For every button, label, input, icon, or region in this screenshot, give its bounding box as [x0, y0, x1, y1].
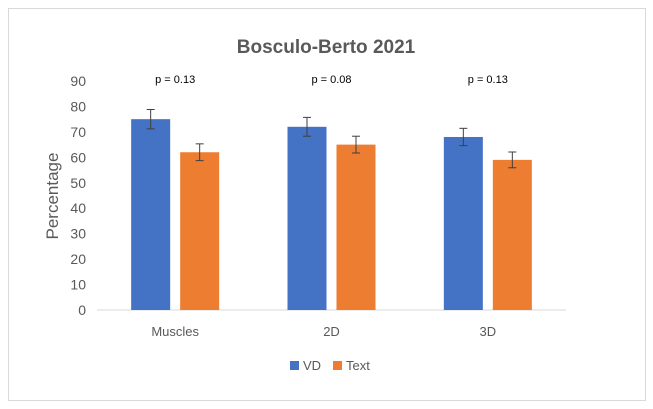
y-tick-label: 30 — [70, 226, 86, 242]
x-tick-label: 2D — [323, 324, 340, 339]
p-value-annotation: p = 0.08 — [311, 74, 351, 86]
bar-vd — [287, 126, 327, 310]
y-tick-label: 20 — [70, 251, 86, 267]
y-axis-label: Percentage — [43, 153, 62, 240]
y-tick-label: 80 — [70, 98, 86, 114]
legend-swatch-vd — [290, 361, 299, 370]
chart-frame — [8, 8, 646, 401]
bar-text — [336, 144, 376, 310]
bar-text — [492, 159, 532, 310]
chart-title: Bosculo-Berto 2021 — [237, 37, 416, 58]
y-tick-label: 60 — [70, 149, 86, 165]
legend-label: VD — [303, 358, 321, 373]
p-value-annotation: p = 0.13 — [155, 74, 195, 86]
x-tick-label: Muscles — [151, 324, 199, 339]
y-tick-label: 90 — [70, 73, 86, 89]
legend-label: Text — [346, 358, 370, 373]
x-tick-label: 3D — [480, 324, 497, 339]
y-tick-label: 70 — [70, 124, 86, 140]
y-tick-label: 40 — [70, 200, 86, 216]
bar-vd — [131, 119, 171, 311]
p-value-annotation: p = 0.13 — [468, 74, 508, 86]
y-tick-label: 0 — [78, 302, 86, 318]
legend-swatch-text — [333, 361, 342, 370]
y-tick-label: 50 — [70, 175, 86, 191]
y-tick-label: 10 — [70, 277, 86, 293]
bar-vd — [443, 136, 483, 310]
bar-text — [180, 152, 220, 310]
